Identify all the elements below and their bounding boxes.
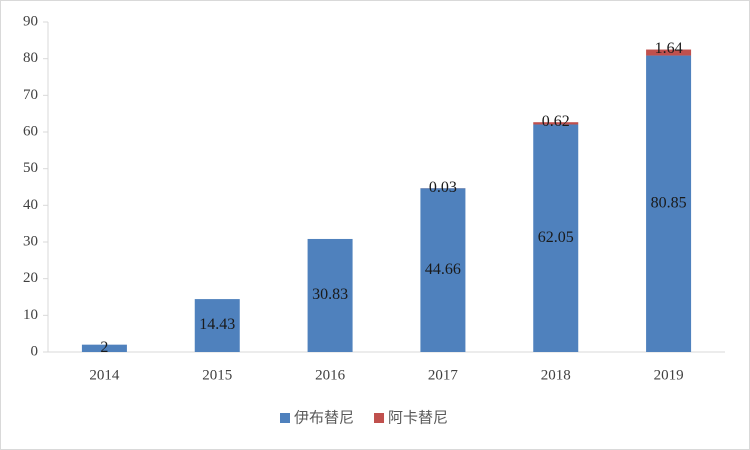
y-tick-label: 30 (23, 233, 38, 249)
y-tick-label: 50 (23, 160, 38, 176)
bar-segment (533, 122, 579, 125)
bar-segment (307, 238, 353, 352)
x-tick-label: 2019 (654, 367, 684, 383)
data-label: 0.62 (542, 113, 570, 130)
y-tick-label: 20 (23, 270, 38, 286)
data-label: 2 (100, 339, 108, 356)
x-tick-label: 2018 (541, 367, 571, 383)
data-label: 14.43 (199, 316, 235, 333)
x-tick-label: 2014 (89, 367, 120, 383)
bar-segment (646, 49, 692, 56)
x-tick-label: 2016 (315, 367, 346, 383)
data-label: 44.66 (425, 261, 461, 278)
legend-swatch (280, 413, 290, 423)
bar-segment (81, 344, 127, 352)
data-label: 80.85 (651, 194, 687, 211)
y-tick-label: 80 (23, 50, 38, 66)
legend-swatch (374, 413, 385, 423)
bar-segment (533, 124, 579, 352)
y-tick-label: 90 (23, 13, 38, 29)
x-tick-label: 2015 (202, 367, 232, 383)
x-tick-label: 2017 (428, 367, 459, 383)
y-tick-label: 40 (23, 197, 38, 213)
bar-segment (194, 299, 240, 352)
bar-segment (420, 188, 466, 352)
y-tick-label: 10 (23, 307, 38, 323)
data-label: 1.64 (655, 40, 683, 57)
y-tick-label: 60 (23, 123, 38, 139)
data-label: 30.83 (312, 286, 348, 303)
y-tick-label: 70 (23, 87, 38, 103)
legend-label: 伊布替尼 (294, 409, 354, 427)
bar-segment (646, 55, 692, 353)
legend-label: 阿卡替尼 (388, 409, 448, 427)
data-label: 0.03 (429, 179, 457, 196)
y-tick-label: 0 (31, 343, 39, 359)
data-label: 62.05 (538, 229, 574, 246)
